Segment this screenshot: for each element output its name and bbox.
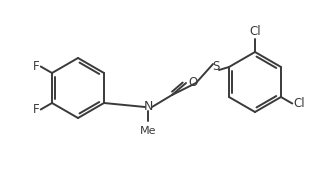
Text: Me: Me bbox=[140, 126, 156, 136]
Text: F: F bbox=[33, 103, 40, 116]
Text: O: O bbox=[188, 76, 197, 90]
Text: Cl: Cl bbox=[249, 25, 261, 38]
Text: F: F bbox=[33, 60, 40, 73]
Text: N: N bbox=[143, 101, 153, 113]
Text: S: S bbox=[212, 61, 220, 73]
Text: Cl: Cl bbox=[293, 97, 305, 110]
